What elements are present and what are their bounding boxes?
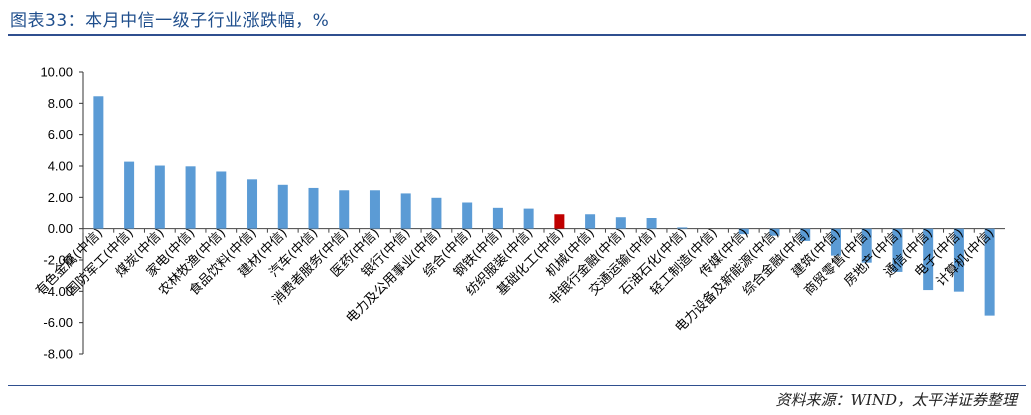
bar (339, 190, 350, 229)
y-tick-label: 10.00 (40, 65, 73, 80)
bar (93, 96, 104, 229)
bar (646, 218, 657, 229)
y-tick-label: 0.00 (48, 221, 73, 236)
bar (585, 214, 596, 229)
y-tick-label: -4.00 (43, 284, 73, 299)
bar (369, 190, 380, 229)
bar (738, 228, 749, 235)
bar (892, 228, 903, 272)
x-axis-labels: 有色金属(中信)国防军工(中信)煤炭(中信)家电(中信)农林牧渔(中信)食品饮料… (33, 225, 998, 335)
y-axis: 10.00 8.00 6.00 4.00 2.00 0.00 -2.00 -4.00 -6.00… (40, 65, 1005, 362)
bar (554, 214, 565, 229)
top-rule (8, 34, 1026, 36)
chart-title: 图表33：本月中信一级子行业涨跌幅，% (10, 11, 330, 31)
bar (861, 228, 872, 263)
bar (216, 171, 227, 229)
bar (124, 161, 135, 229)
source-note: 资料来源：WIND，太平洋证券整理 (775, 391, 1018, 409)
bar (277, 184, 288, 229)
y-tick-label: 2.00 (48, 190, 73, 205)
y-tick-label: 6.00 (48, 127, 73, 142)
bar (523, 208, 534, 229)
y-tick-label: -8.00 (43, 347, 73, 362)
bar (185, 166, 196, 229)
bar (830, 228, 841, 256)
y-tick-label: -6.00 (43, 315, 73, 330)
bar (431, 197, 442, 229)
bar (154, 165, 165, 229)
bar (492, 207, 503, 229)
bar (615, 217, 626, 229)
bar (247, 179, 258, 229)
bottom-rule (8, 385, 1026, 386)
bar (984, 228, 995, 316)
bar (462, 202, 473, 229)
bar (800, 228, 811, 241)
y-tick-label: -2.00 (43, 253, 73, 268)
bar (308, 187, 319, 229)
y-tick-label: 4.00 (48, 159, 73, 174)
bar (923, 228, 934, 291)
bar (400, 193, 411, 229)
bar-series (82, 96, 995, 316)
y-tick-label: 8.00 (48, 96, 73, 111)
bar (769, 228, 780, 236)
bar (677, 227, 688, 229)
bar (953, 228, 964, 292)
